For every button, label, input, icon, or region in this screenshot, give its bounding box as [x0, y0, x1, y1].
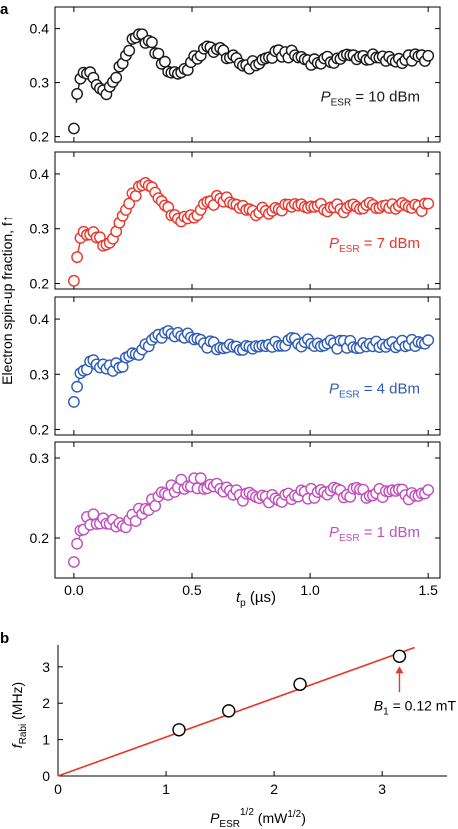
subplot-frame	[54, 441, 441, 579]
data-point	[71, 537, 84, 550]
x-tick-label: 1.5	[418, 582, 438, 598]
data-point	[123, 197, 136, 210]
data-point	[68, 122, 80, 135]
subplot-frame	[54, 151, 441, 290]
panel-a-subplot: 0.2 0.3 0.4 PESR = 10 dBm	[30, 6, 441, 145]
panel-a-label: a	[0, 1, 9, 18]
y-tick-label: 0.3	[30, 221, 50, 237]
panel-a: a Electron spin-up fraction, f↑ tp (µs) …	[0, 1, 441, 609]
y-tick-label: 0.3	[30, 75, 50, 91]
subplot-frame	[54, 6, 441, 143]
data-point	[293, 677, 307, 691]
data-point	[422, 334, 435, 347]
data-point	[145, 36, 158, 49]
x-tick-label: 0.0	[64, 582, 84, 598]
panel-a-subplot: 0.2 0.3 0.4 PESR = 4 dBm	[30, 296, 441, 437]
panel-a-subplot: 0.2 0.3 0.4 PESR = 7 dBm	[30, 151, 441, 292]
x-tick-label: 1.0	[300, 582, 320, 598]
y-tick-label: 0.2	[30, 276, 50, 292]
data-point	[71, 380, 84, 393]
panel-b: b fRabi (MHz) PESR1/2 (mW1/2) 0 1 2 3 0 1 2 3 B1…	[0, 630, 456, 829]
arrow-head	[395, 666, 404, 674]
panel-a-y-axis-label: Electron spin-up fraction, f↑	[0, 215, 15, 385]
y-tick-label: 0.3	[30, 450, 50, 466]
field-annotation: B1 = 0.12 mT	[374, 697, 457, 717]
y-tick-label: 0	[42, 768, 50, 784]
data-point	[194, 472, 207, 485]
panel-b-x-axis-label: PESR1/2 (mW1/2)	[210, 807, 306, 829]
y-tick-label: 3	[42, 659, 50, 675]
x-tick-label: 1	[162, 781, 170, 797]
y-tick-label: 0.2	[30, 421, 50, 437]
x-tick-label: 0	[54, 781, 62, 797]
data-point	[71, 251, 84, 264]
data-point	[110, 71, 123, 84]
power-annotation: PESR = 7 dBm	[329, 235, 420, 255]
x-tick-label: 0.5	[182, 582, 202, 598]
fit-line	[57, 646, 415, 777]
data-point	[87, 508, 100, 521]
y-tick-label: 0.4	[30, 311, 50, 327]
data-point	[152, 47, 165, 60]
power-annotation: PESR = 10 dBm	[321, 89, 420, 109]
data-point	[68, 274, 80, 287]
y-tick-label: 0.4	[30, 166, 50, 182]
y-tick-label: 0.2	[30, 530, 50, 546]
data-point	[422, 484, 435, 496]
x-tick-label: 3	[378, 781, 386, 797]
data-point	[68, 556, 80, 568]
power-annotation: PESR = 1 dBm	[329, 524, 420, 544]
power-annotation: PESR = 4 dBm	[329, 381, 420, 401]
y-tick-label: 1	[42, 732, 50, 748]
y-tick-label: 2	[42, 695, 50, 711]
x-tick-label: 2	[270, 781, 278, 797]
data-point	[422, 49, 435, 62]
data-point	[222, 704, 236, 718]
data-point	[392, 649, 407, 663]
data-point	[422, 197, 435, 210]
subplot-frame	[54, 296, 441, 436]
y-tick-label: 0.4	[30, 21, 50, 37]
panel-a-subplot: 0.2 0.3 PESR = 1 dBm	[30, 441, 441, 579]
data-point	[158, 55, 171, 68]
y-tick-label: 0.2	[30, 129, 50, 145]
panel-b-label: b	[0, 630, 9, 647]
data-point	[172, 723, 186, 737]
data-point	[68, 395, 80, 408]
panel-a-x-axis-label: tp (µs)	[236, 589, 276, 609]
data-point	[123, 44, 136, 57]
y-tick-label: 0.3	[30, 366, 50, 382]
data-point	[71, 88, 84, 100]
panel-b-y-axis-label: fRabi (MHz)	[9, 682, 29, 748]
